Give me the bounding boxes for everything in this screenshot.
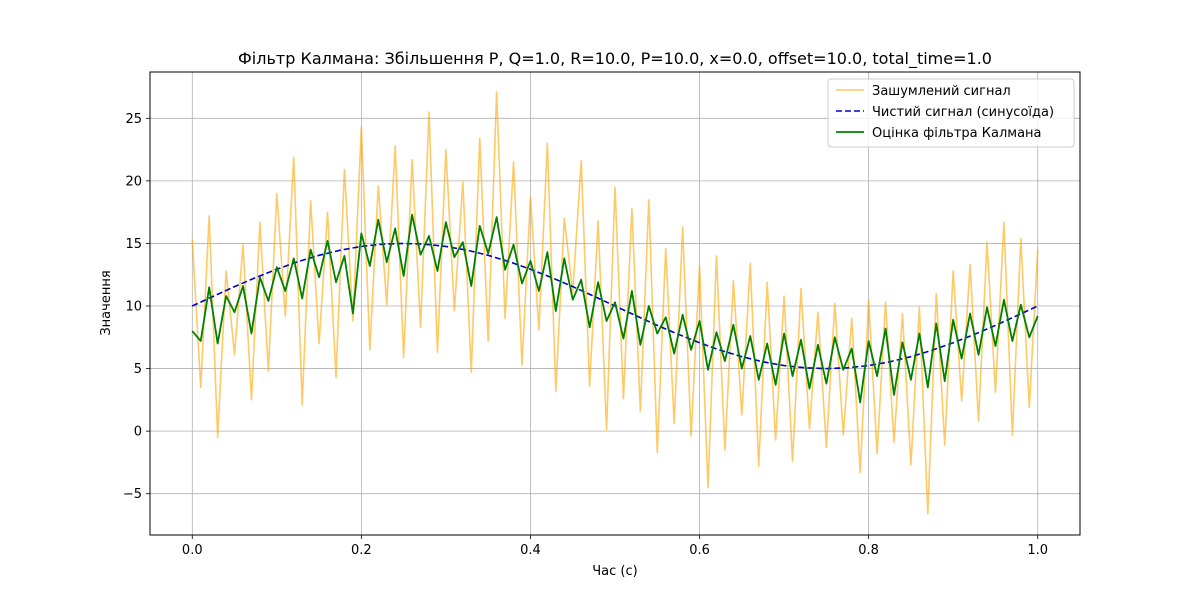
- series-layer: [191, 91, 1039, 515]
- kalman-estimate-line: [191, 213, 1039, 404]
- x-tick-label: 1.0: [1027, 543, 1048, 558]
- x-tick-label: 0.4: [520, 543, 541, 558]
- y-axis-label: Значення: [99, 270, 114, 335]
- y-tick-label: 25: [125, 112, 142, 127]
- plot-frame: [149, 71, 1081, 536]
- noisy-signal-line: [191, 91, 1039, 515]
- y-tick-label: 5: [134, 362, 142, 377]
- x-axis-label: Час (с): [592, 564, 637, 579]
- chart-title: Фільтр Калмана: Збільшення P, Q=1.0, R=1…: [238, 49, 992, 69]
- x-tick-label: 0.0: [182, 543, 203, 558]
- y-tick-label: 0: [134, 425, 142, 440]
- x-tick-label: 0.8: [858, 543, 879, 558]
- y-tick-label: 10: [125, 300, 142, 315]
- legend-label-noisy: Зашумлений сигнал: [872, 84, 1011, 99]
- y-tick-label: 20: [125, 174, 142, 189]
- legend-label-kalman: Оцінка фільтра Калмана: [872, 126, 1042, 141]
- y-tick-label: 15: [125, 237, 142, 252]
- x-tick-label: 0.6: [689, 543, 710, 558]
- legend-box: [827, 78, 1075, 148]
- x-tick-label: 0.2: [351, 543, 372, 558]
- legend-label-clean: Чистий сигнал (синусоїда): [872, 105, 1054, 120]
- legend: Зашумлений сигнал Чистий сигнал (синусої…: [827, 78, 1075, 148]
- ticks: 0.0 0.2 0.4 0.6 0.8 1.0 −5 0 5 10 15 20 25: [123, 112, 1048, 558]
- y-tick-label: −5: [123, 487, 142, 502]
